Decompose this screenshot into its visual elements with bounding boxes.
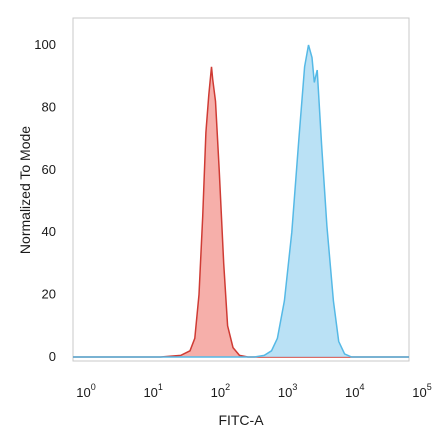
- y-tick-label: 40: [42, 224, 56, 239]
- series-layer: [73, 44, 409, 358]
- x-tick-label: 105: [412, 382, 431, 400]
- y-axis-ticks: 0 20 40 60 80 100: [34, 37, 56, 364]
- y-tick-label: 20: [42, 287, 56, 302]
- y-tick-label: 0: [49, 349, 56, 364]
- y-axis-label: Normalized To Mode: [17, 126, 33, 254]
- series-2-line: [73, 44, 409, 358]
- x-tick-label: 100: [76, 382, 95, 400]
- plot-area: [72, 17, 410, 362]
- x-tick-label: 102: [211, 382, 230, 400]
- y-tick-label: 60: [42, 162, 56, 177]
- y-tick-label: 100: [34, 37, 56, 52]
- series-2-area: [73, 45, 409, 357]
- x-axis-label: FITC-A: [218, 412, 264, 428]
- series-1-line: [73, 66, 409, 358]
- y-tick-label: 80: [42, 99, 56, 114]
- x-tick-label: 104: [345, 382, 364, 400]
- x-tick-label: 103: [278, 382, 297, 400]
- x-tick-label: 101: [143, 382, 162, 400]
- x-axis-ticks: 100 101 102 103 104 105: [76, 382, 431, 400]
